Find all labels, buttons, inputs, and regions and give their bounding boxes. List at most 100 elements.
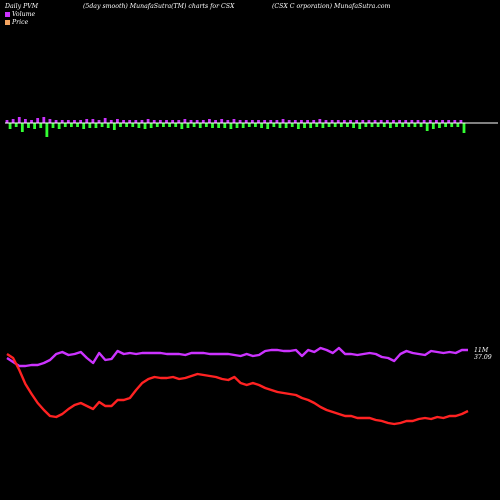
volume-bar (306, 120, 309, 123)
volume-bar (413, 123, 417, 127)
volume-bar (20, 123, 24, 132)
volume-bar (204, 123, 208, 127)
volume-bar (284, 123, 288, 128)
volume-bar (232, 119, 236, 123)
volume-bar (63, 123, 67, 127)
volume-bar (318, 119, 322, 123)
volume-bar (171, 120, 175, 123)
volume-bar (82, 123, 86, 129)
volume-bar (27, 123, 30, 128)
volume-bar (269, 120, 273, 123)
volume-bar (211, 123, 214, 128)
volume-bar (88, 123, 92, 128)
volume-bar (428, 120, 432, 123)
volume-bar (79, 120, 83, 123)
volume-bar (416, 120, 420, 123)
volume-bar (453, 120, 457, 123)
volume-bar (321, 123, 325, 128)
volume-bar (42, 117, 46, 123)
volume-bar (312, 120, 316, 123)
legend-item-price: Price (5, 19, 35, 27)
volume-bar (54, 120, 58, 123)
volume-bar (376, 123, 380, 127)
volume-bar (459, 120, 463, 123)
volume-bar (324, 120, 328, 123)
volume-bar (223, 123, 227, 128)
volume-bar (162, 123, 165, 127)
volume-bar (275, 120, 279, 123)
legend-swatch-price (5, 19, 10, 25)
volume-bar (174, 123, 178, 127)
volume-bar (33, 123, 36, 129)
volume-bar (5, 120, 9, 123)
volume-bar (250, 120, 254, 123)
chart-title-mid: (5day smooth) MunafaSutra(TM) charts for… (83, 3, 235, 10)
volume-bar (198, 123, 202, 128)
volume-bar (140, 120, 144, 123)
volume-bar (48, 119, 52, 123)
volume-bar (180, 123, 184, 129)
volume-bar (342, 120, 346, 123)
volume-bar (85, 119, 89, 123)
volume-bar (278, 123, 282, 128)
volume-bar (281, 119, 285, 123)
legend: Volume Price (5, 11, 35, 26)
volume-bar (462, 123, 466, 133)
volume-bar (189, 120, 193, 123)
volume-bar (367, 120, 371, 123)
volume-bar (422, 120, 426, 123)
volume-bar (244, 120, 248, 123)
volume-bar (134, 120, 138, 123)
volume-bar (293, 120, 297, 123)
volume-bar (73, 120, 76, 123)
volume-bar (358, 123, 362, 129)
volume-bar (349, 120, 352, 123)
volume-bar (333, 123, 337, 127)
volume-bar (410, 120, 414, 123)
volume-bar (226, 120, 230, 123)
volume-line (6, 346, 468, 368)
volume-bar (109, 120, 113, 123)
volume-bar (339, 123, 343, 127)
price-end-label: 37.09 (474, 354, 492, 361)
volume-end-label: 11M (474, 347, 489, 354)
volume-bar (404, 120, 408, 123)
volume-bar (51, 123, 55, 128)
volume-bar (419, 123, 423, 127)
volume-bar (401, 123, 405, 127)
volume-bar (266, 123, 270, 129)
volume-bar (327, 123, 331, 127)
volume-bar (208, 119, 211, 123)
volume-bar (444, 123, 447, 127)
volume-bar (168, 123, 171, 127)
volume-bar (435, 120, 438, 123)
volume-bar (447, 120, 451, 123)
volume-bar (100, 123, 104, 127)
volume-bar (296, 123, 300, 129)
volume-bar (315, 123, 319, 127)
volume-bar (125, 123, 129, 127)
volume-bar (220, 119, 224, 123)
legend-label-price: Price (12, 18, 29, 26)
volume-bar (183, 119, 187, 123)
chart-title-right: (CSX C orporation) MunafaSutra.com (272, 3, 391, 10)
volume-bar (60, 120, 64, 123)
volume-bars (5, 117, 466, 137)
volume-bar (287, 120, 291, 123)
volume-bar (122, 120, 125, 123)
volume-bar (152, 120, 156, 123)
volume-bar (364, 123, 368, 127)
volume-bar (385, 120, 389, 123)
volume-bar (94, 123, 98, 128)
volume-bar (143, 123, 147, 129)
volume-bar (438, 123, 441, 128)
volume-bar (76, 123, 79, 127)
volume-bar (336, 120, 340, 123)
volume-bar (346, 123, 349, 127)
volume-bar (425, 123, 429, 131)
volume-bar (260, 123, 263, 128)
volume-bar (39, 123, 43, 128)
volume-bar (355, 120, 359, 123)
volume-bar (450, 123, 454, 127)
volume-bar (36, 118, 40, 123)
